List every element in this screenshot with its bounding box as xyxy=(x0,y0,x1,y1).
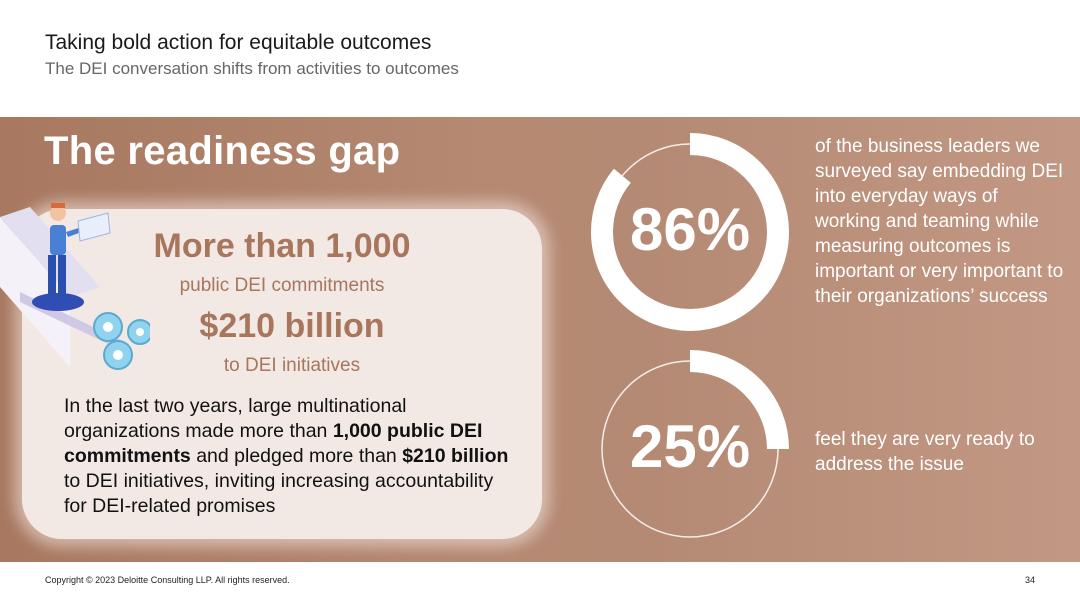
percent-25-label: 25% xyxy=(629,413,751,480)
commitments-card: More than 1,000 public DEI commitments $… xyxy=(22,209,542,539)
slide-header: Taking bold action for equitable outcome… xyxy=(45,30,459,81)
ring-25-percent xyxy=(591,350,789,548)
percent-86-description: of the business leaders we surveyed say … xyxy=(815,136,1064,307)
commitments-stat-value: More than 1,000 xyxy=(153,227,411,265)
funding-stat-value: $210 billion xyxy=(199,307,385,345)
percent-25-description: feel they are very ready to address the … xyxy=(815,429,1035,475)
percent-86-label: 86% xyxy=(629,196,751,263)
funding-stat-label: to DEI initiatives xyxy=(223,355,361,376)
section-title: The readiness gap xyxy=(44,129,401,173)
person-with-gears-illustration xyxy=(0,203,150,370)
slide-title: Taking bold action for equitable outcome… xyxy=(45,31,432,54)
slide-subtitle: The DEI conversation shifts from activit… xyxy=(45,59,459,78)
commitments-paragraph: In the last two years, large multination… xyxy=(64,395,509,517)
content-band: The readiness gap More than 1,000 public… xyxy=(0,117,1080,562)
page-number: 34 xyxy=(1025,575,1036,585)
copyright-text: Copyright © 2023 Deloitte Consulting LLP… xyxy=(45,575,290,585)
commitments-stat-label: public DEI commitments xyxy=(179,275,385,296)
ring-86-percent xyxy=(591,133,789,331)
